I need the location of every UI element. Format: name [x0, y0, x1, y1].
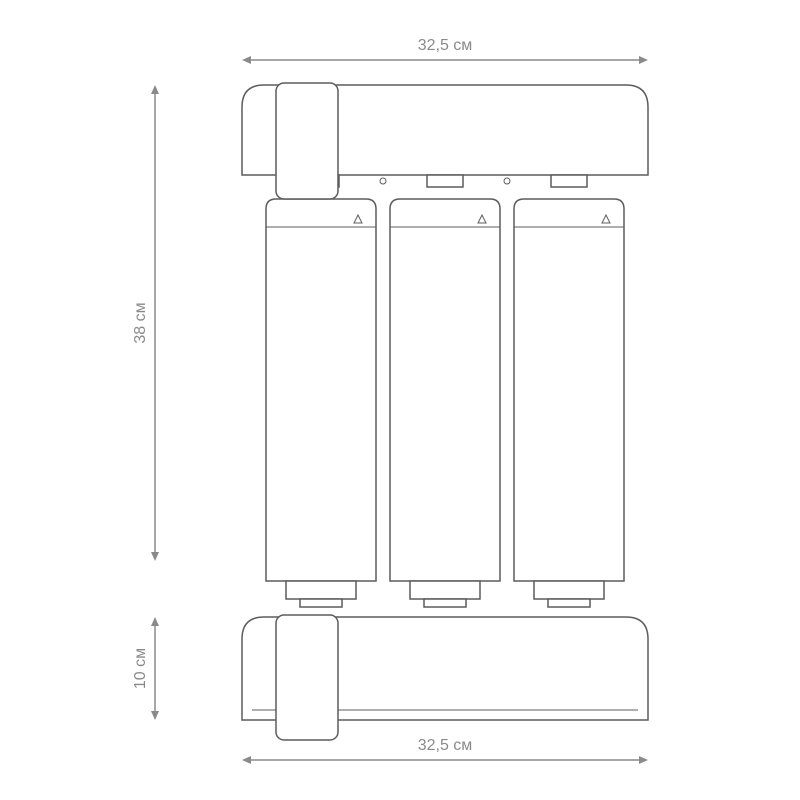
arrowhead-icon — [151, 552, 159, 561]
cartridge-nub — [424, 599, 466, 607]
side-view — [242, 615, 648, 740]
arrowhead-icon — [151, 617, 159, 626]
cartridge-foot — [534, 581, 604, 599]
arrowhead-icon — [151, 711, 159, 720]
cartridge-nub — [548, 599, 590, 607]
cartridge-foot — [410, 581, 480, 599]
dimension-label: 32,5 см — [418, 37, 473, 54]
dimension-label: 32,5 см — [418, 737, 473, 754]
dimension-label: 10 см — [132, 648, 149, 689]
connector — [427, 175, 463, 187]
cartridge-nub — [300, 599, 342, 607]
dimension-label: 38 см — [132, 302, 149, 343]
cartridge-foot — [286, 581, 356, 599]
filter-cartridge — [514, 199, 624, 581]
front-view — [242, 83, 648, 607]
port-icon — [504, 178, 510, 184]
filter-cartridge — [390, 199, 500, 581]
connector — [551, 175, 587, 187]
filter-cartridge — [266, 199, 376, 581]
arrowhead-icon — [639, 756, 648, 764]
arrowhead-icon — [242, 56, 251, 64]
port-icon — [380, 178, 386, 184]
arrowhead-icon — [242, 756, 251, 764]
mounting-collar — [276, 615, 338, 740]
mounting-collar — [276, 83, 338, 199]
arrowhead-icon — [639, 56, 648, 64]
arrowhead-icon — [151, 85, 159, 94]
